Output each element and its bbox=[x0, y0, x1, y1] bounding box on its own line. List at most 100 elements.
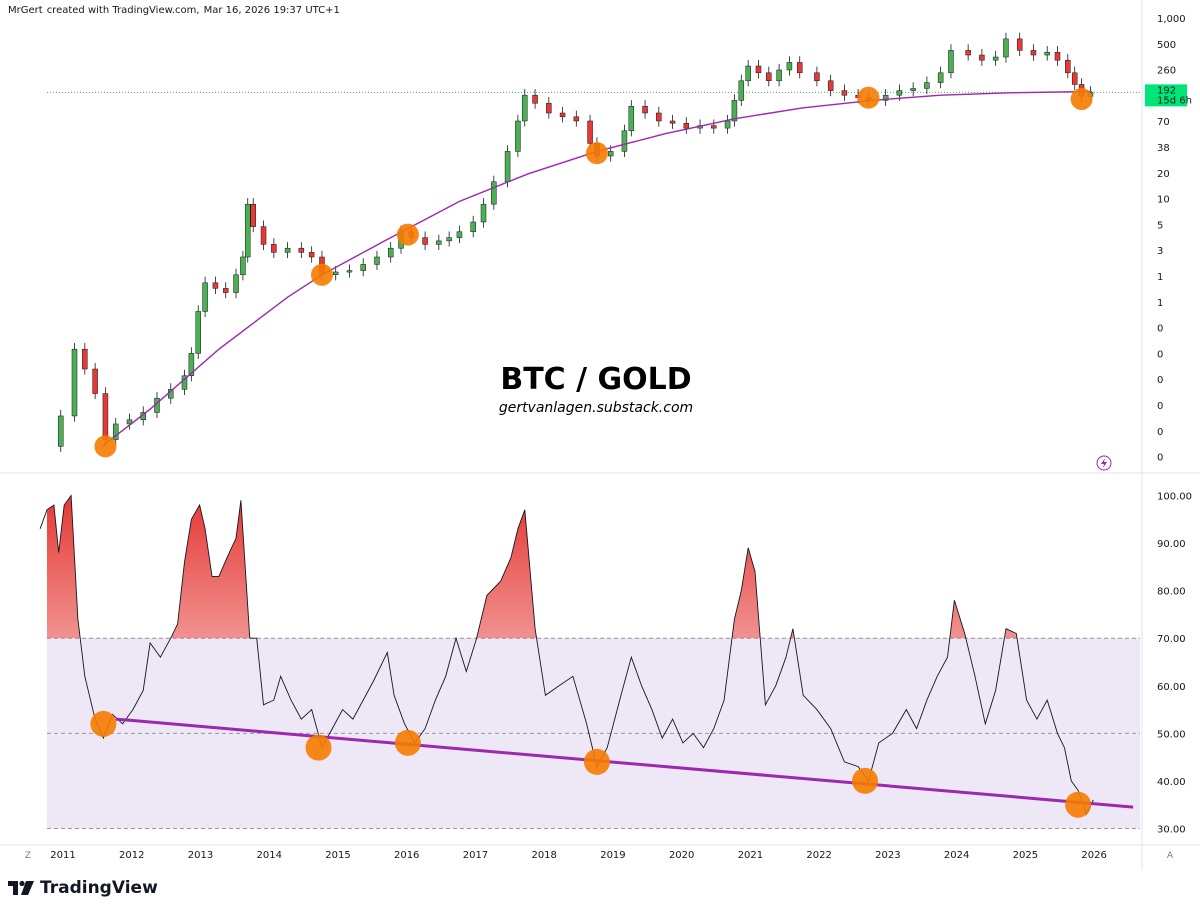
rsi-axis-label: 70.00 bbox=[1157, 634, 1186, 645]
candle-down[interactable] bbox=[979, 54, 985, 61]
price-axis-label: 20 bbox=[1157, 169, 1170, 180]
rsi-axis-label: 100.00 bbox=[1157, 492, 1192, 503]
time-axis-label: 2019 bbox=[600, 850, 625, 861]
candle-down[interactable] bbox=[1071, 72, 1078, 85]
autoscale-toggle-a[interactable]: A bbox=[1167, 851, 1174, 861]
zoom-toggle-z[interactable]: Z bbox=[25, 851, 31, 861]
time-axis-label: 2021 bbox=[738, 850, 763, 861]
candle-down[interactable] bbox=[796, 62, 803, 74]
candle-down[interactable] bbox=[271, 244, 277, 253]
candle-up[interactable] bbox=[504, 151, 511, 183]
candle-down[interactable] bbox=[1054, 51, 1061, 61]
candle-up[interactable] bbox=[776, 69, 782, 82]
time-axis-label: 2023 bbox=[875, 850, 900, 861]
candle-up[interactable] bbox=[731, 100, 738, 122]
candle-down[interactable] bbox=[422, 237, 428, 245]
candle-up[interactable] bbox=[244, 203, 251, 258]
candle-up[interactable] bbox=[745, 65, 751, 82]
candle-up[interactable] bbox=[195, 311, 201, 354]
time-axis-label: 2017 bbox=[463, 850, 488, 861]
tradingview-logo[interactable]: TradingView bbox=[8, 878, 158, 898]
candle-down[interactable] bbox=[250, 203, 256, 227]
price-axis-label: 0 bbox=[1157, 453, 1163, 464]
candle-down[interactable] bbox=[711, 125, 717, 129]
price-axis-label: 0 bbox=[1157, 375, 1163, 386]
candle-up[interactable] bbox=[491, 181, 497, 205]
candle-down[interactable] bbox=[642, 105, 648, 114]
candle-up[interactable] bbox=[786, 62, 793, 71]
candle-up[interactable] bbox=[607, 151, 614, 157]
candle-up[interactable] bbox=[628, 105, 635, 132]
candle-up[interactable] bbox=[360, 264, 366, 271]
candle-up[interactable] bbox=[937, 72, 944, 83]
candle-down[interactable] bbox=[755, 65, 762, 74]
candle-up[interactable] bbox=[112, 423, 119, 440]
candle-down[interactable] bbox=[532, 94, 538, 104]
price-bottom-marker bbox=[94, 435, 117, 458]
candle-down[interactable] bbox=[1065, 59, 1071, 74]
candle-up[interactable] bbox=[446, 237, 452, 242]
candle-up[interactable] bbox=[924, 82, 930, 89]
candle-up[interactable] bbox=[724, 120, 731, 129]
candle-down[interactable] bbox=[308, 252, 315, 258]
candle-down[interactable] bbox=[82, 348, 88, 370]
candle-up[interactable] bbox=[233, 274, 239, 293]
candle-up[interactable] bbox=[882, 94, 889, 101]
price-trend-curve bbox=[101, 90, 1092, 447]
candle-down[interactable] bbox=[1030, 50, 1037, 56]
candle-up[interactable] bbox=[910, 88, 916, 91]
candle-up[interactable] bbox=[346, 270, 353, 273]
candle-up[interactable] bbox=[470, 221, 476, 233]
candle-up[interactable] bbox=[374, 256, 380, 265]
rsi-line[interactable] bbox=[39, 494, 1094, 816]
candle-up[interactable] bbox=[57, 415, 64, 447]
candle-down[interactable] bbox=[814, 72, 820, 82]
candle-up[interactable] bbox=[522, 94, 528, 122]
candle-up[interactable] bbox=[621, 130, 628, 152]
candle-down[interactable] bbox=[766, 72, 772, 82]
candle-down[interactable] bbox=[965, 50, 971, 56]
candle-down[interactable] bbox=[669, 120, 676, 124]
candle-down[interactable] bbox=[102, 393, 109, 440]
candle-up[interactable] bbox=[948, 50, 954, 74]
candle-up[interactable] bbox=[896, 90, 903, 96]
candle-up[interactable] bbox=[284, 247, 291, 253]
candle-up[interactable] bbox=[480, 203, 487, 223]
candle-up[interactable] bbox=[181, 375, 188, 390]
candle-up[interactable] bbox=[126, 419, 133, 425]
candle-down[interactable] bbox=[573, 116, 580, 122]
candle-up[interactable] bbox=[240, 256, 246, 276]
candle-up[interactable] bbox=[456, 231, 463, 238]
time-axis-label: 2015 bbox=[325, 850, 350, 861]
candle-down[interactable] bbox=[587, 120, 593, 144]
candle-down[interactable] bbox=[222, 288, 229, 293]
candle-down[interactable] bbox=[260, 226, 267, 245]
candle-up[interactable] bbox=[71, 348, 78, 417]
candle-up[interactable] bbox=[515, 120, 521, 152]
candle-down[interactable] bbox=[298, 247, 305, 253]
candle-down[interactable] bbox=[841, 90, 848, 96]
candle-down[interactable] bbox=[212, 282, 219, 289]
created-with-text: created with TradingView.com, bbox=[46, 5, 200, 16]
candle-down[interactable] bbox=[546, 102, 552, 114]
candle-down[interactable] bbox=[559, 112, 566, 118]
candle-up[interactable] bbox=[738, 80, 745, 101]
candle-down[interactable] bbox=[656, 112, 662, 122]
candle-up[interactable] bbox=[332, 271, 339, 276]
price-bottom-marker bbox=[396, 223, 419, 246]
time-axis-label: 2012 bbox=[119, 850, 144, 861]
candle-down[interactable] bbox=[1016, 38, 1023, 51]
candle-up[interactable] bbox=[387, 247, 394, 258]
candle-down[interactable] bbox=[827, 80, 834, 91]
price-axis-label: 260 bbox=[1157, 66, 1176, 77]
candle-down[interactable] bbox=[683, 122, 690, 129]
candle-up[interactable] bbox=[202, 282, 208, 312]
candle-up[interactable] bbox=[1003, 38, 1009, 58]
candle-up[interactable] bbox=[188, 353, 195, 377]
price-axis-label: 1 bbox=[1157, 272, 1163, 283]
candle-up[interactable] bbox=[992, 56, 999, 61]
candle-down[interactable] bbox=[92, 368, 98, 394]
candle-up[interactable] bbox=[436, 240, 442, 245]
candle-up[interactable] bbox=[1044, 51, 1050, 56]
